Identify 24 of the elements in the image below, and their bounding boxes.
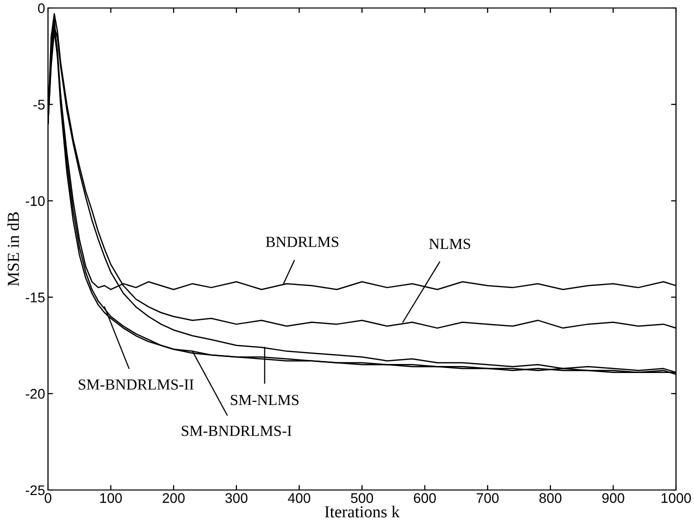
annotation: NLMS (429, 238, 470, 249)
y-tick-label: -10 (26, 196, 45, 206)
y-tick-label: -5 (33, 100, 45, 110)
y-axis-title: MSE in dB (7, 212, 19, 286)
x-tick-label: 100 (100, 493, 122, 503)
annotation: BNDRLMS (266, 236, 338, 248)
x-tick-label: 700 (476, 493, 499, 503)
annotation: SM-BNDRLMS-I (182, 426, 292, 436)
x-tick-label: 600 (414, 493, 436, 503)
y-tick-label: -15 (26, 292, 45, 302)
x-axis-title: Iterations k (324, 506, 400, 518)
x-tick-label: 800 (539, 493, 562, 503)
x-tick-label: 200 (162, 493, 185, 503)
x-tick-label: 400 (288, 493, 310, 503)
y-tick-label: -25 (26, 485, 45, 496)
annotation: SM-NLMS (230, 394, 299, 406)
x-tick-label: 900 (602, 493, 624, 503)
x-tick-label: 300 (225, 493, 248, 503)
x-tick-label: 1000 (662, 493, 691, 503)
y-tick-label: -20 (26, 388, 45, 399)
x-tick-label: 500 (350, 493, 374, 503)
y-tick-label: 0 (38, 3, 45, 14)
x-tick-label: 0 (44, 493, 52, 503)
annotation: SM-BNDRLMS-II (78, 379, 194, 390)
